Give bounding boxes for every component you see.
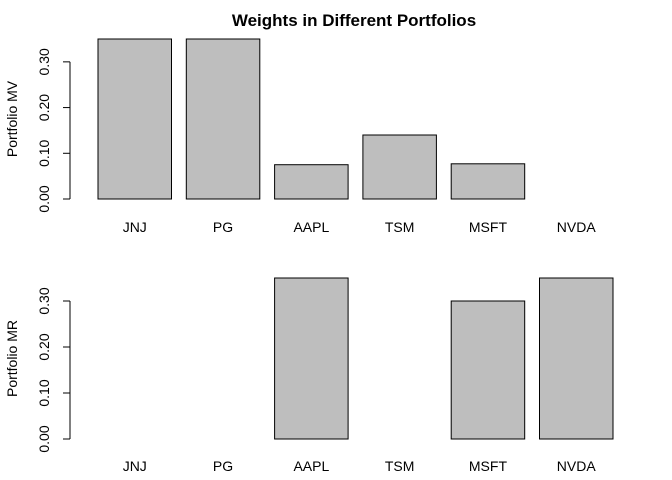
bar-aapl — [274, 277, 349, 440]
x-tick-label: AAPL — [293, 219, 329, 235]
bar-msft — [450, 163, 526, 200]
y-tick-label: 0.20 — [36, 333, 52, 360]
x-tick-label: AAPL — [293, 458, 329, 474]
y-tick-label: 0.20 — [36, 94, 52, 121]
x-tick-label: MSFT — [469, 458, 508, 474]
panel-portfolio-mv: 0.00 0.10 0.20 0.30 Portfolio MV JNJ PG AAPL TSM… — [4, 38, 597, 235]
chart-title: Weights in Different Portfolios — [232, 11, 476, 30]
x-tick-label: PG — [213, 458, 233, 474]
x-tick-label: PG — [213, 219, 233, 235]
y-axis-label: Portfolio MR — [4, 320, 20, 397]
bar-msft — [450, 300, 526, 440]
x-tick-label: NVDA — [557, 219, 597, 235]
x-tick-label: NVDA — [557, 458, 597, 474]
bar-pg — [185, 38, 261, 200]
bar-jnj — [97, 38, 172, 200]
x-tick-label: JNJ — [123, 219, 147, 235]
x-tick-label: MSFT — [469, 219, 508, 235]
y-axis-label: Portfolio MV — [4, 80, 20, 157]
bar-aapl — [274, 164, 349, 200]
x-tick-label: TSM — [385, 458, 415, 474]
panel-portfolio-mr: 0.00 0.10 0.20 0.30 Portfolio MR JNJ PG AAPL TSM… — [4, 277, 614, 474]
x-tick-label: JNJ — [123, 458, 147, 474]
y-tick-label: 0.30 — [36, 287, 52, 314]
x-tick-label: TSM — [385, 219, 415, 235]
y-tick-label: 0.30 — [36, 48, 52, 75]
y-tick-label: 0.10 — [36, 379, 52, 406]
bar-tsm — [362, 134, 437, 200]
y-tick-label: 0.00 — [36, 425, 52, 452]
y-tick-label: 0.00 — [36, 185, 52, 212]
y-tick-label: 0.10 — [36, 139, 52, 166]
bar-nvda — [539, 277, 614, 440]
